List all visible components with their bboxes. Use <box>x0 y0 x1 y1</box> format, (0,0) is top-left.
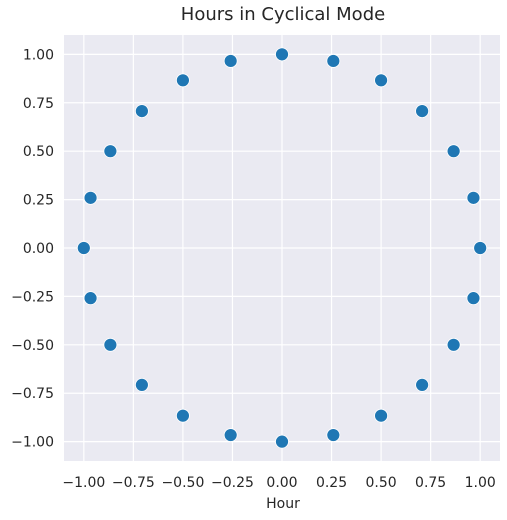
y-tick-label: −0.50 <box>11 338 54 354</box>
scatter-point <box>83 291 98 306</box>
data-points <box>76 47 488 449</box>
y-tick-labels: 1.00 0.75 0.50 0.25 0.00 −0.25 −0.50 −0.75 −1.00 <box>11 47 54 450</box>
x-tick-label: −1.00 <box>62 475 105 491</box>
scatter-point <box>275 47 289 62</box>
scatter-point <box>415 104 430 118</box>
scatter-point <box>446 144 461 159</box>
scatter-point <box>103 144 118 159</box>
scatter-point <box>466 291 481 306</box>
scatter-point <box>446 337 461 352</box>
x-tick-label: 0.50 <box>366 475 397 491</box>
scatter-point <box>473 241 488 255</box>
scatter-point <box>134 104 149 118</box>
scatter-point <box>374 408 388 423</box>
scatter-point <box>275 434 289 449</box>
scatter-point <box>326 54 341 68</box>
scatter-point <box>223 428 238 442</box>
y-tick-label: 0.50 <box>23 144 54 160</box>
scatter-point <box>83 190 98 205</box>
y-tick-label: 0.00 <box>23 241 54 257</box>
x-tick-label: −0.75 <box>112 475 155 491</box>
x-tick-label: 0.75 <box>415 475 446 491</box>
chart-title: Hours in Cyclical Mode <box>181 4 385 25</box>
y-tick-label: 1.00 <box>23 47 54 63</box>
x-tick-label: −0.25 <box>211 475 254 491</box>
scatter-point <box>466 190 481 205</box>
x-tick-label: 0.25 <box>316 475 347 491</box>
scatter-point <box>326 428 341 442</box>
scatter-point <box>223 54 238 68</box>
scatter-point <box>76 241 91 255</box>
scatter-point <box>374 73 388 88</box>
x-tick-label: 0.00 <box>266 475 297 491</box>
x-tick-label: 1.00 <box>465 475 496 491</box>
y-tick-label: −0.75 <box>11 386 54 402</box>
y-tick-label: −1.00 <box>11 435 54 451</box>
scatter-point <box>176 408 190 423</box>
scatter-point <box>176 73 190 88</box>
x-tick-labels: −1.00 −0.75 −0.50 −0.25 0.00 0.25 0.50 0.75 1.00 <box>62 475 495 491</box>
y-tick-label: 0.75 <box>23 96 54 112</box>
scatter-point <box>415 378 430 392</box>
y-tick-label: −0.25 <box>11 289 54 305</box>
scatter-point <box>103 337 118 352</box>
y-tick-label: 0.25 <box>23 193 54 209</box>
x-tick-label: −0.50 <box>161 475 204 491</box>
x-axis-label: Hour <box>266 496 300 512</box>
scatter-point <box>134 378 149 392</box>
